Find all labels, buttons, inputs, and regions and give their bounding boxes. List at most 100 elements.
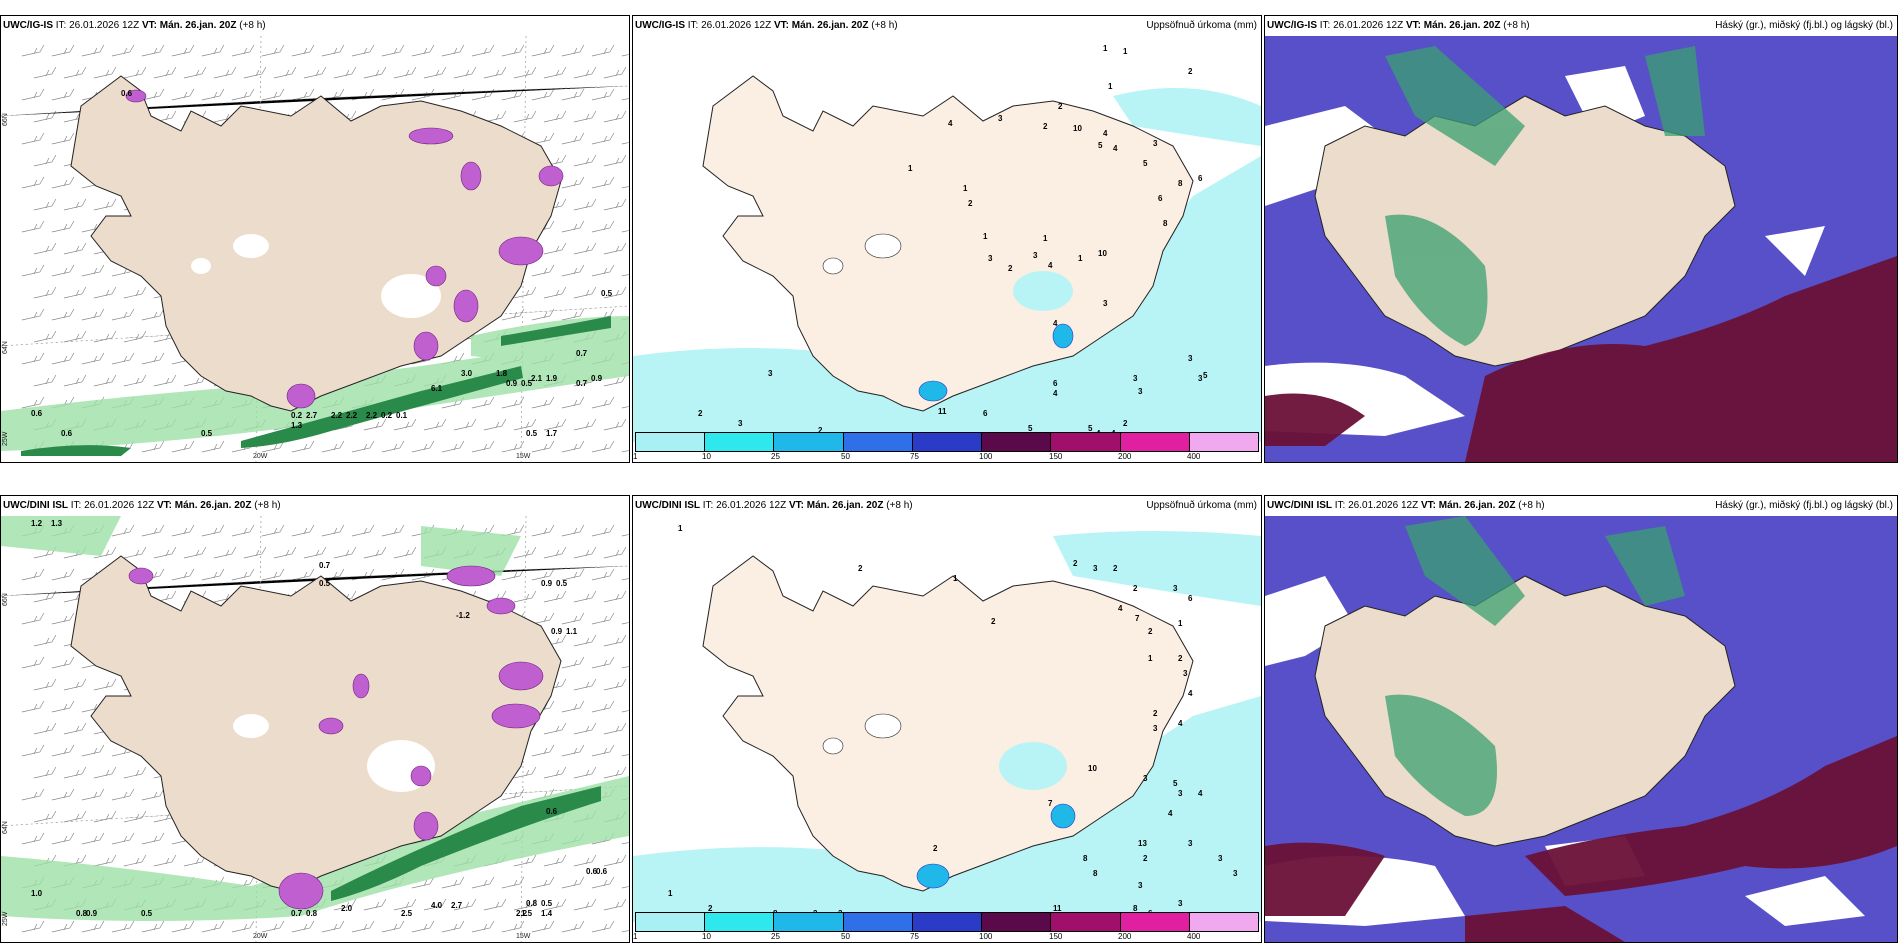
value-label: 2 xyxy=(708,904,713,913)
colorbar-segment xyxy=(1189,433,1258,451)
colorbar-label: 1 xyxy=(633,452,638,461)
map-area: 66N 64N 25W 20W 15W 1.2 1.3 0.7 0.5 0.9 0.5 -1… xyxy=(1,516,629,942)
colorbar-label: 1 xyxy=(633,932,638,941)
value-label: 6 xyxy=(1198,174,1203,183)
axis-label: 20W xyxy=(253,933,268,940)
colorbar-segment xyxy=(1120,913,1190,931)
init-time: IT: 26.01.2026 12Z xyxy=(687,20,772,31)
value-label: 0.8 xyxy=(76,909,88,918)
value-label: 8 xyxy=(1083,854,1088,863)
value-label: 2 xyxy=(1148,627,1153,636)
colorbar-segment xyxy=(636,433,706,451)
value-label: 0.7 xyxy=(576,379,588,388)
value-label: 1.1 xyxy=(566,627,578,636)
value-label: 10 xyxy=(1088,764,1097,773)
value-label: 1.2 xyxy=(31,519,43,528)
value-label: 1 xyxy=(1178,619,1183,628)
value-label: 3 xyxy=(738,419,743,428)
init-time: IT: 26.01.2026 12Z xyxy=(1334,500,1419,511)
value-label: 2.5 xyxy=(401,909,413,918)
value-label: 11 xyxy=(1053,904,1062,913)
value-label: 0.5 xyxy=(521,379,533,388)
value-label: 3 xyxy=(1143,774,1148,783)
map-area: 66N 64N 25W 20W 15W 0.6 0.5 0.7 0.9 0.6 0.2 2.… xyxy=(1,36,629,462)
value-label: 2 xyxy=(968,199,973,208)
value-label: 1.0 xyxy=(31,889,43,898)
model-label: UWC/DINI ISL xyxy=(635,500,700,511)
value-label: 3 xyxy=(988,254,993,263)
value-label: 1 xyxy=(1078,254,1083,263)
panel-header: UWC/DINI ISL IT: 26.01.2026 12Z VT: Mán.… xyxy=(633,496,1261,516)
colorbar-label: 200 xyxy=(1118,452,1132,461)
value-label: 1.3 xyxy=(291,421,303,430)
panel-title: Háský (gr.), miðský (fj.bl.) og lágský (… xyxy=(1715,20,1893,31)
value-label: 3 xyxy=(1138,881,1143,890)
value-label: 2.2 xyxy=(331,411,343,420)
value-label: 0.2 xyxy=(291,411,303,420)
value-label: 4 xyxy=(1103,129,1108,138)
value-label: 1 xyxy=(1123,47,1128,56)
colorbar-label: 75 xyxy=(910,452,919,461)
colorbar-label: 75 xyxy=(910,932,919,941)
panel-title: Háský (gr.), miðský (fj.bl.) og lágský (… xyxy=(1715,500,1893,511)
value-label: 5 xyxy=(1028,424,1033,433)
colorbar-label: 400 xyxy=(1187,932,1201,941)
panel-precip-dini: UWC/DINI ISL IT: 26.01.2026 12Z VT: Mán.… xyxy=(632,495,1262,943)
lead-time: (+8 h) xyxy=(1503,20,1530,31)
value-label: 2 xyxy=(1058,102,1063,111)
value-label: 2.7 xyxy=(306,411,318,420)
value-label: 2 xyxy=(1133,584,1138,593)
value-label: 3 xyxy=(1153,139,1158,148)
value-label: 5 xyxy=(1088,424,1093,433)
init-time: IT: 26.01.2026 12Z xyxy=(55,20,140,31)
axis-label: 15W xyxy=(516,933,531,940)
value-label: 0.9 xyxy=(591,374,603,383)
value-label: -1.2 xyxy=(456,611,470,620)
value-label: 1 xyxy=(1043,234,1048,243)
value-label: 4 xyxy=(1053,389,1058,398)
value-label: 2 xyxy=(1178,654,1183,663)
panel-header: UWC/DINI ISL IT: 26.01.2026 12Z VT: Mán.… xyxy=(1265,496,1897,516)
colorbar-label: 10 xyxy=(702,452,711,461)
value-label: 4 xyxy=(1118,604,1123,613)
value-label: 3 xyxy=(768,369,773,378)
value-label: 7 xyxy=(1048,799,1053,808)
value-label: 0.9 xyxy=(541,579,553,588)
value-label: 2 xyxy=(933,844,938,853)
value-label: 3 xyxy=(1178,789,1183,798)
panel-header: UWC/DINI ISL IT: 26.01.2026 12Z VT: Mán.… xyxy=(1,496,629,516)
colorbar-labels: 1 10 25 50 75 100 150 200 400 xyxy=(633,452,1259,462)
value-label: 2 xyxy=(1073,559,1078,568)
value-label: 1 xyxy=(963,184,968,193)
lead-time: (+8 h) xyxy=(871,20,898,31)
value-label: 0.5 xyxy=(201,429,213,438)
value-label: 0.9 xyxy=(506,379,518,388)
value-label: 0.2 xyxy=(381,411,393,420)
value-label: 1.8 xyxy=(496,369,508,378)
axis-label: 15W xyxy=(516,453,531,460)
value-label: 2.2 xyxy=(366,411,378,420)
value-label: 2.2 xyxy=(516,909,528,918)
axis-label: 25W xyxy=(2,431,9,446)
panel-wind-snow-igis: UWC/IG-IS IT: 26.01.2026 12Z VT: Mán. 26… xyxy=(0,15,630,463)
value-label: 3 xyxy=(1033,251,1038,260)
value-label: 1 xyxy=(668,889,673,898)
value-label: 0.5 xyxy=(556,579,568,588)
value-label: 6 xyxy=(1158,194,1163,203)
colorbar-label: 200 xyxy=(1118,932,1132,941)
colorbar-label: 400 xyxy=(1187,452,1201,461)
colorbar xyxy=(635,432,1259,452)
value-label: 1 xyxy=(678,524,683,533)
value-label: 0.6 xyxy=(596,867,608,876)
colorbar-segment xyxy=(982,433,1052,451)
value-label: 1.9 xyxy=(546,374,558,383)
colorbar-segment xyxy=(1120,433,1190,451)
lead-time: (+8 h) xyxy=(1518,500,1545,511)
colorbar-label: 50 xyxy=(841,932,850,941)
value-label: 0.8 xyxy=(526,899,538,908)
value-label: 5 xyxy=(1173,779,1178,788)
value-label: 2 xyxy=(698,409,703,418)
colorbar-segment xyxy=(705,913,775,931)
valid-time: VT: Mán. 26.jan. 20Z xyxy=(788,500,884,511)
